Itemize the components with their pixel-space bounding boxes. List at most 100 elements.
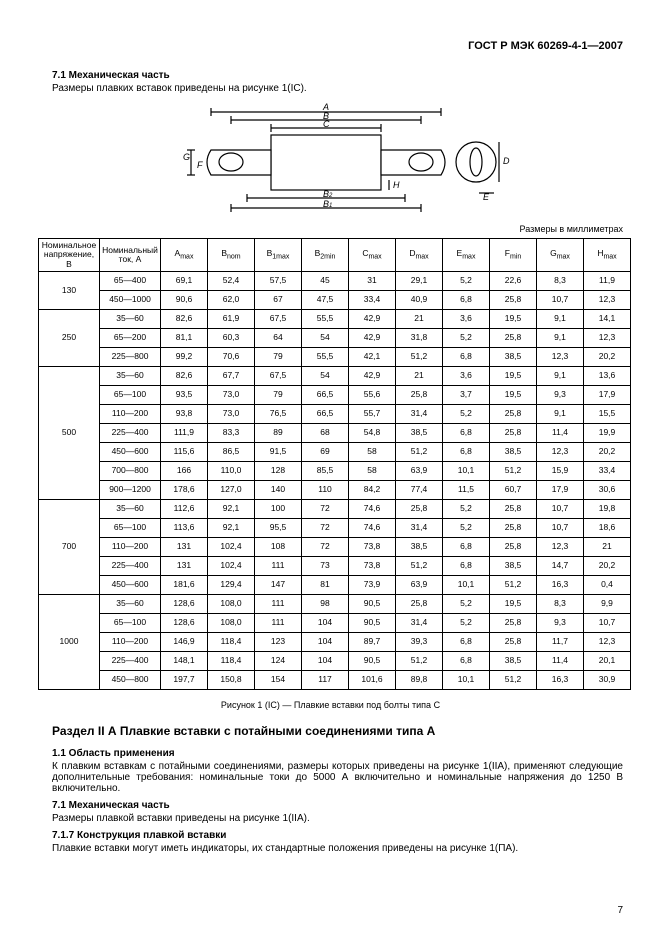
value-cell: 9,9 bbox=[584, 595, 631, 614]
value-cell: 30,6 bbox=[584, 481, 631, 500]
value-cell: 93,5 bbox=[161, 386, 208, 405]
table-row: 700—800166110,012885,55863,910,151,215,9… bbox=[39, 462, 631, 481]
col-G: Gmax bbox=[537, 239, 584, 272]
table-row: 65—100113,692,195,57274,631,45,225,810,7… bbox=[39, 519, 631, 538]
value-cell: 113,6 bbox=[161, 519, 208, 538]
current-cell: 65—100 bbox=[100, 386, 161, 405]
voltage-cell: 1000 bbox=[39, 595, 100, 690]
current-cell: 35—60 bbox=[100, 367, 161, 386]
value-cell: 123 bbox=[255, 633, 302, 652]
current-cell: 110—200 bbox=[100, 633, 161, 652]
current-cell: 65—100 bbox=[100, 519, 161, 538]
page-number: 7 bbox=[617, 905, 623, 916]
value-cell: 110 bbox=[302, 481, 349, 500]
value-cell: 47,5 bbox=[302, 291, 349, 310]
table-row: 450—100090,662,06747,533,440,96,825,810,… bbox=[39, 291, 631, 310]
value-cell: 42,1 bbox=[349, 348, 396, 367]
value-cell: 21 bbox=[396, 367, 443, 386]
value-cell: 51,2 bbox=[396, 443, 443, 462]
current-cell: 35—60 bbox=[100, 310, 161, 329]
value-cell: 82,6 bbox=[161, 367, 208, 386]
value-cell: 89,7 bbox=[349, 633, 396, 652]
table-row: 225—400131102,41117373,851,26,838,514,72… bbox=[39, 557, 631, 576]
table-row: 225—400111,983,3896854,838,56,825,811,41… bbox=[39, 424, 631, 443]
value-cell: 69 bbox=[302, 443, 349, 462]
current-cell: 900—1200 bbox=[100, 481, 161, 500]
value-cell: 85,5 bbox=[302, 462, 349, 481]
value-cell: 51,2 bbox=[396, 557, 443, 576]
value-cell: 90,5 bbox=[349, 652, 396, 671]
value-cell: 73,9 bbox=[349, 576, 396, 595]
value-cell: 63,9 bbox=[396, 462, 443, 481]
sec-7-1-7-title: 7.1.7 Конструкция плавкой вставки bbox=[38, 830, 623, 841]
value-cell: 118,4 bbox=[208, 652, 255, 671]
value-cell: 72 bbox=[302, 538, 349, 557]
value-cell: 6,8 bbox=[443, 291, 490, 310]
value-cell: 67,5 bbox=[255, 367, 302, 386]
value-cell: 5,2 bbox=[443, 405, 490, 424]
value-cell: 5,2 bbox=[443, 519, 490, 538]
value-cell: 129,4 bbox=[208, 576, 255, 595]
table-row: 65—100128,6108,011110490,531,45,225,89,3… bbox=[39, 614, 631, 633]
value-cell: 100 bbox=[255, 500, 302, 519]
table-row: 110—20093,873,076,566,555,731,45,225,89,… bbox=[39, 405, 631, 424]
value-cell: 8,3 bbox=[537, 272, 584, 291]
value-cell: 54,8 bbox=[349, 424, 396, 443]
value-cell: 6,8 bbox=[443, 557, 490, 576]
value-cell: 66,5 bbox=[302, 405, 349, 424]
value-cell: 16,3 bbox=[537, 671, 584, 690]
value-cell: 25,8 bbox=[490, 500, 537, 519]
value-cell: 9,1 bbox=[537, 310, 584, 329]
value-cell: 6,8 bbox=[443, 424, 490, 443]
value-cell: 72 bbox=[302, 500, 349, 519]
table-row: 65—10093,573,07966,555,625,83,719,59,317… bbox=[39, 386, 631, 405]
table-row: 450—600115,686,591,5695851,26,838,512,32… bbox=[39, 443, 631, 462]
value-cell: 77,4 bbox=[396, 481, 443, 500]
value-cell: 19,8 bbox=[584, 500, 631, 519]
value-cell: 148,1 bbox=[161, 652, 208, 671]
value-cell: 13,6 bbox=[584, 367, 631, 386]
value-cell: 40,9 bbox=[396, 291, 443, 310]
table-row: 70035—60112,692,11007274,625,85,225,810,… bbox=[39, 500, 631, 519]
value-cell: 128,6 bbox=[161, 614, 208, 633]
value-cell: 12,3 bbox=[537, 348, 584, 367]
value-cell: 51,2 bbox=[490, 576, 537, 595]
sec-7-1b-title: 7.1 Механическая часть bbox=[38, 800, 623, 811]
value-cell: 52,4 bbox=[208, 272, 255, 291]
value-cell: 112,6 bbox=[161, 500, 208, 519]
value-cell: 9,1 bbox=[537, 329, 584, 348]
svg-text:C: C bbox=[323, 119, 330, 129]
svg-text:B1: B1 bbox=[323, 199, 332, 209]
value-cell: 0,4 bbox=[584, 576, 631, 595]
value-cell: 25,8 bbox=[490, 291, 537, 310]
value-cell: 83,3 bbox=[208, 424, 255, 443]
value-cell: 146,9 bbox=[161, 633, 208, 652]
value-cell: 54 bbox=[302, 367, 349, 386]
value-cell: 64 bbox=[255, 329, 302, 348]
table-row: 25035—6082,661,967,555,542,9213,619,59,1… bbox=[39, 310, 631, 329]
value-cell: 38,5 bbox=[490, 348, 537, 367]
value-cell: 25,8 bbox=[490, 329, 537, 348]
current-cell: 65—100 bbox=[100, 614, 161, 633]
sec-7-1b-text: Размеры плавкой вставки приведены на рис… bbox=[38, 813, 623, 824]
value-cell: 111 bbox=[255, 614, 302, 633]
col-A: Amax bbox=[161, 239, 208, 272]
svg-text:G: G bbox=[183, 152, 190, 162]
value-cell: 25,8 bbox=[490, 405, 537, 424]
value-cell: 60,3 bbox=[208, 329, 255, 348]
voltage-cell: 700 bbox=[39, 500, 100, 595]
value-cell: 91,5 bbox=[255, 443, 302, 462]
col-current: Номинальный ток, А bbox=[100, 239, 161, 272]
value-cell: 9,3 bbox=[537, 386, 584, 405]
current-cell: 65—400 bbox=[100, 272, 161, 291]
sec-7-1-text: Размеры плавких вставок приведены на рис… bbox=[38, 83, 623, 94]
value-cell: 38,5 bbox=[490, 443, 537, 462]
voltage-cell: 500 bbox=[39, 367, 100, 500]
current-cell: 450—800 bbox=[100, 671, 161, 690]
value-cell: 110,0 bbox=[208, 462, 255, 481]
value-cell: 51,2 bbox=[490, 462, 537, 481]
value-cell: 19,5 bbox=[490, 595, 537, 614]
value-cell: 33,4 bbox=[349, 291, 396, 310]
value-cell: 51,2 bbox=[490, 671, 537, 690]
value-cell: 84,2 bbox=[349, 481, 396, 500]
